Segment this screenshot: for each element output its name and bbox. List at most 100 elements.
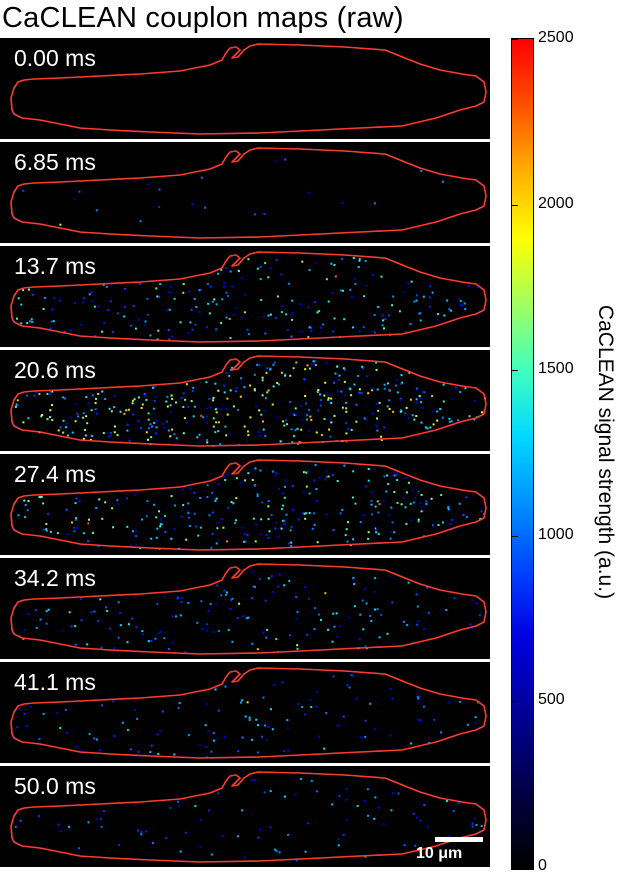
signal-point xyxy=(14,405,17,408)
signal-point xyxy=(210,546,213,549)
signal-point xyxy=(426,482,429,485)
signal-point xyxy=(381,324,384,327)
signal-point xyxy=(161,710,164,713)
signal-point xyxy=(396,479,399,482)
signal-point xyxy=(23,499,26,502)
couplon-map-panels: 0.00 ms 6.85 ms 13.7 ms 20.6 ms 27.4 ms … xyxy=(0,38,490,874)
signal-point xyxy=(218,630,220,633)
cell-map xyxy=(10,251,487,343)
signal-point xyxy=(352,257,355,259)
signal-point xyxy=(214,408,217,411)
signal-point xyxy=(448,420,451,423)
signal-point xyxy=(390,506,393,509)
signal-point xyxy=(367,479,370,482)
signal-point xyxy=(155,287,158,290)
signal-point xyxy=(283,584,286,587)
colorbar-tick-mark xyxy=(512,701,518,702)
signal-point xyxy=(338,625,341,628)
signal-point xyxy=(22,189,25,192)
signal-point xyxy=(107,309,110,311)
signal-point xyxy=(335,612,338,615)
signal-point xyxy=(364,418,367,421)
signal-point xyxy=(126,429,129,432)
signal-point xyxy=(217,430,220,433)
signal-point xyxy=(371,412,374,415)
signal-point xyxy=(291,318,294,321)
signal-point xyxy=(206,484,209,487)
signal-point xyxy=(211,511,214,514)
signal-point xyxy=(362,628,365,631)
signal-point xyxy=(258,364,261,367)
signal-point xyxy=(376,608,379,611)
signal-point xyxy=(69,329,72,332)
signal-point xyxy=(254,213,257,216)
signal-point xyxy=(254,586,256,589)
signal-point xyxy=(179,321,182,324)
signal-point xyxy=(395,474,398,476)
signal-point xyxy=(243,311,246,314)
signal-point xyxy=(189,487,191,490)
signal-point xyxy=(363,295,365,298)
signal-point xyxy=(154,637,157,640)
cell-map xyxy=(10,771,487,863)
signal-point xyxy=(288,634,291,637)
signal-point xyxy=(341,406,344,409)
signal-point xyxy=(310,779,313,782)
signal-point xyxy=(312,360,315,363)
signal-point xyxy=(323,418,326,420)
signal-point xyxy=(359,521,362,523)
signal-point xyxy=(239,481,242,484)
signal-point xyxy=(469,623,471,626)
signal-point xyxy=(370,513,373,516)
signal-point xyxy=(292,412,294,415)
signal-point xyxy=(46,418,49,421)
signal-point xyxy=(445,609,448,611)
signal-point xyxy=(14,825,17,828)
signal-point xyxy=(280,273,283,276)
signal-point xyxy=(209,603,212,605)
signal-point xyxy=(33,394,36,397)
signal-point xyxy=(364,735,367,738)
signal-point xyxy=(378,503,381,506)
signal-point xyxy=(253,373,256,376)
signal-point xyxy=(283,496,286,499)
signal-point xyxy=(471,825,474,828)
signal-point xyxy=(163,595,166,598)
signal-point xyxy=(35,391,38,394)
signal-point xyxy=(319,404,322,407)
signal-point xyxy=(217,539,220,542)
signal-point xyxy=(342,367,345,370)
signal-point xyxy=(450,529,453,532)
signal-point xyxy=(235,386,237,389)
signal-point xyxy=(200,600,203,603)
signal-point xyxy=(343,318,346,321)
signal-point xyxy=(307,191,310,194)
signal-point xyxy=(51,404,53,406)
signal-point xyxy=(307,469,310,472)
signal-point xyxy=(275,258,278,261)
signal-point xyxy=(383,387,386,390)
signal-point xyxy=(62,419,65,422)
signal-point xyxy=(73,530,76,533)
signal-point xyxy=(50,320,53,323)
signal-point xyxy=(204,206,207,209)
signal-point xyxy=(304,379,306,382)
signal-point xyxy=(282,504,285,507)
signal-point xyxy=(227,628,230,631)
cell-outline xyxy=(10,43,487,135)
signal-point xyxy=(65,732,68,734)
signal-point xyxy=(410,519,413,522)
signal-point xyxy=(316,391,319,393)
signal-point xyxy=(380,438,383,441)
signal-point xyxy=(336,390,339,393)
signal-point xyxy=(226,472,229,475)
signal-point xyxy=(391,521,394,524)
signal-point xyxy=(320,434,323,437)
signal-point xyxy=(413,300,416,303)
signal-point xyxy=(247,258,250,261)
signal-point xyxy=(440,731,443,734)
signal-point xyxy=(139,220,142,223)
signal-point xyxy=(214,382,217,385)
signal-point xyxy=(342,833,345,836)
signal-point xyxy=(223,285,226,288)
